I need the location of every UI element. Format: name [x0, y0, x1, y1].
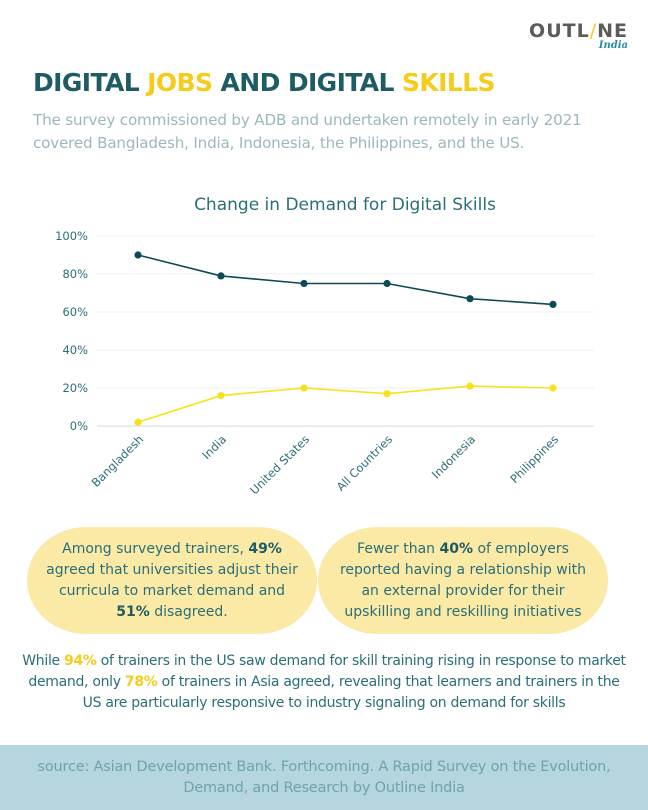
callout-text-part: agreed that universities adjust their cu…: [46, 561, 298, 599]
series-layer: [134, 251, 557, 426]
series-line: [137, 254, 554, 306]
logo-text-right: NE: [597, 20, 628, 42]
x-tick-label: Philippines: [507, 432, 561, 486]
y-tick-label: 80%: [62, 267, 88, 281]
callout-text-part: Among surveyed trainers,: [62, 540, 249, 557]
callout-text-part: Fewer than: [357, 540, 440, 557]
data-point-bangladesh: [134, 418, 142, 426]
callout-text: Fewer than 40% of employers reported hav…: [336, 539, 590, 623]
outline-india-logo: OUTL/NE India: [529, 20, 628, 51]
title-highlight-jobs: JOBS: [147, 68, 213, 97]
y-tick-label: 60%: [62, 305, 88, 319]
summary-part: of trainers in Asia agreed, revealing th…: [82, 674, 620, 711]
callout-trainers-curricula: Among surveyed trainers, 49% agreed that…: [27, 527, 317, 634]
logo-wordmark: OUTL/NE: [529, 20, 628, 42]
y-tick-label: 0%: [70, 419, 88, 433]
callout-stat-agreed: 49%: [248, 540, 282, 557]
callout-text: Among surveyed trainers, 49% agreed that…: [45, 539, 299, 623]
data-point-indonesia: [466, 382, 474, 390]
data-point-united-states: [300, 279, 308, 288]
logo-subtitle: India: [598, 40, 628, 51]
callout-stat-disagreed: 51%: [116, 603, 150, 620]
y-axis-ticks: 0% 20% 40% 60% 80% 100%: [55, 229, 88, 433]
data-point-india: [217, 272, 225, 280]
data-point-philippines: [549, 300, 557, 308]
source-text: source: Asian Development Bank. Forthcom…: [37, 758, 611, 796]
x-axis-ticks: Bangladesh India United States All Countrie…: [89, 432, 562, 497]
summary-text: While 94% of trainers in the US saw dema…: [20, 651, 628, 714]
line-chart: 0% 20% 40% 60% 80% 100% Bangladesh India United…: [55, 229, 594, 497]
summary-part: of trainers in the US saw demand for ski…: [28, 653, 626, 690]
series-line: [137, 385, 554, 423]
title-part: AND DIGITAL: [212, 68, 402, 97]
summary-stat-us: 94%: [64, 653, 97, 669]
summary-stat-asia: 78%: [124, 674, 158, 690]
grid-layer: [97, 235, 594, 427]
source-footer: source: Asian Development Bank. Forthcom…: [0, 745, 648, 810]
logo-text-left: OUTL: [529, 20, 590, 42]
callout-stat-employers: 40%: [439, 540, 473, 557]
summary-part: While: [22, 653, 65, 669]
title-highlight-skills: SKILLS: [402, 68, 496, 97]
series-yellow: [134, 382, 557, 426]
x-tick-label: All Countries: [334, 432, 396, 494]
data-point-bangladesh: [134, 251, 142, 259]
title-part: DIGITAL: [33, 68, 148, 97]
data-point-india: [217, 392, 225, 400]
y-tick-label: 40%: [62, 343, 88, 357]
callout-text-part: disagreed.: [149, 603, 228, 620]
data-point-philippines: [549, 384, 557, 392]
x-tick-label: India: [199, 432, 229, 462]
data-point-united-states: [300, 384, 308, 392]
data-point-all-countries: [383, 390, 391, 398]
y-tick-label: 20%: [62, 381, 88, 395]
x-tick-label: United States: [247, 432, 312, 497]
x-tick-label: Bangladesh: [89, 432, 147, 490]
intro-text: The survey commissioned by ADB and under…: [33, 111, 582, 152]
series-dark: [134, 251, 557, 308]
callout-text-part: of employers reported having a relations…: [339, 540, 587, 620]
chart-title: Change in Demand for Digital Skills: [194, 195, 496, 215]
callout-employers-providers: Fewer than 40% of employers reported hav…: [318, 527, 608, 634]
y-tick-label: 100%: [55, 229, 88, 243]
x-tick-label: Indonesia: [429, 432, 478, 481]
page-title: DIGITAL JOBS AND DIGITAL SKILLS: [33, 68, 496, 97]
data-point-all-countries: [383, 279, 391, 288]
logo-slash: /: [589, 20, 598, 42]
data-point-indonesia: [466, 295, 474, 303]
